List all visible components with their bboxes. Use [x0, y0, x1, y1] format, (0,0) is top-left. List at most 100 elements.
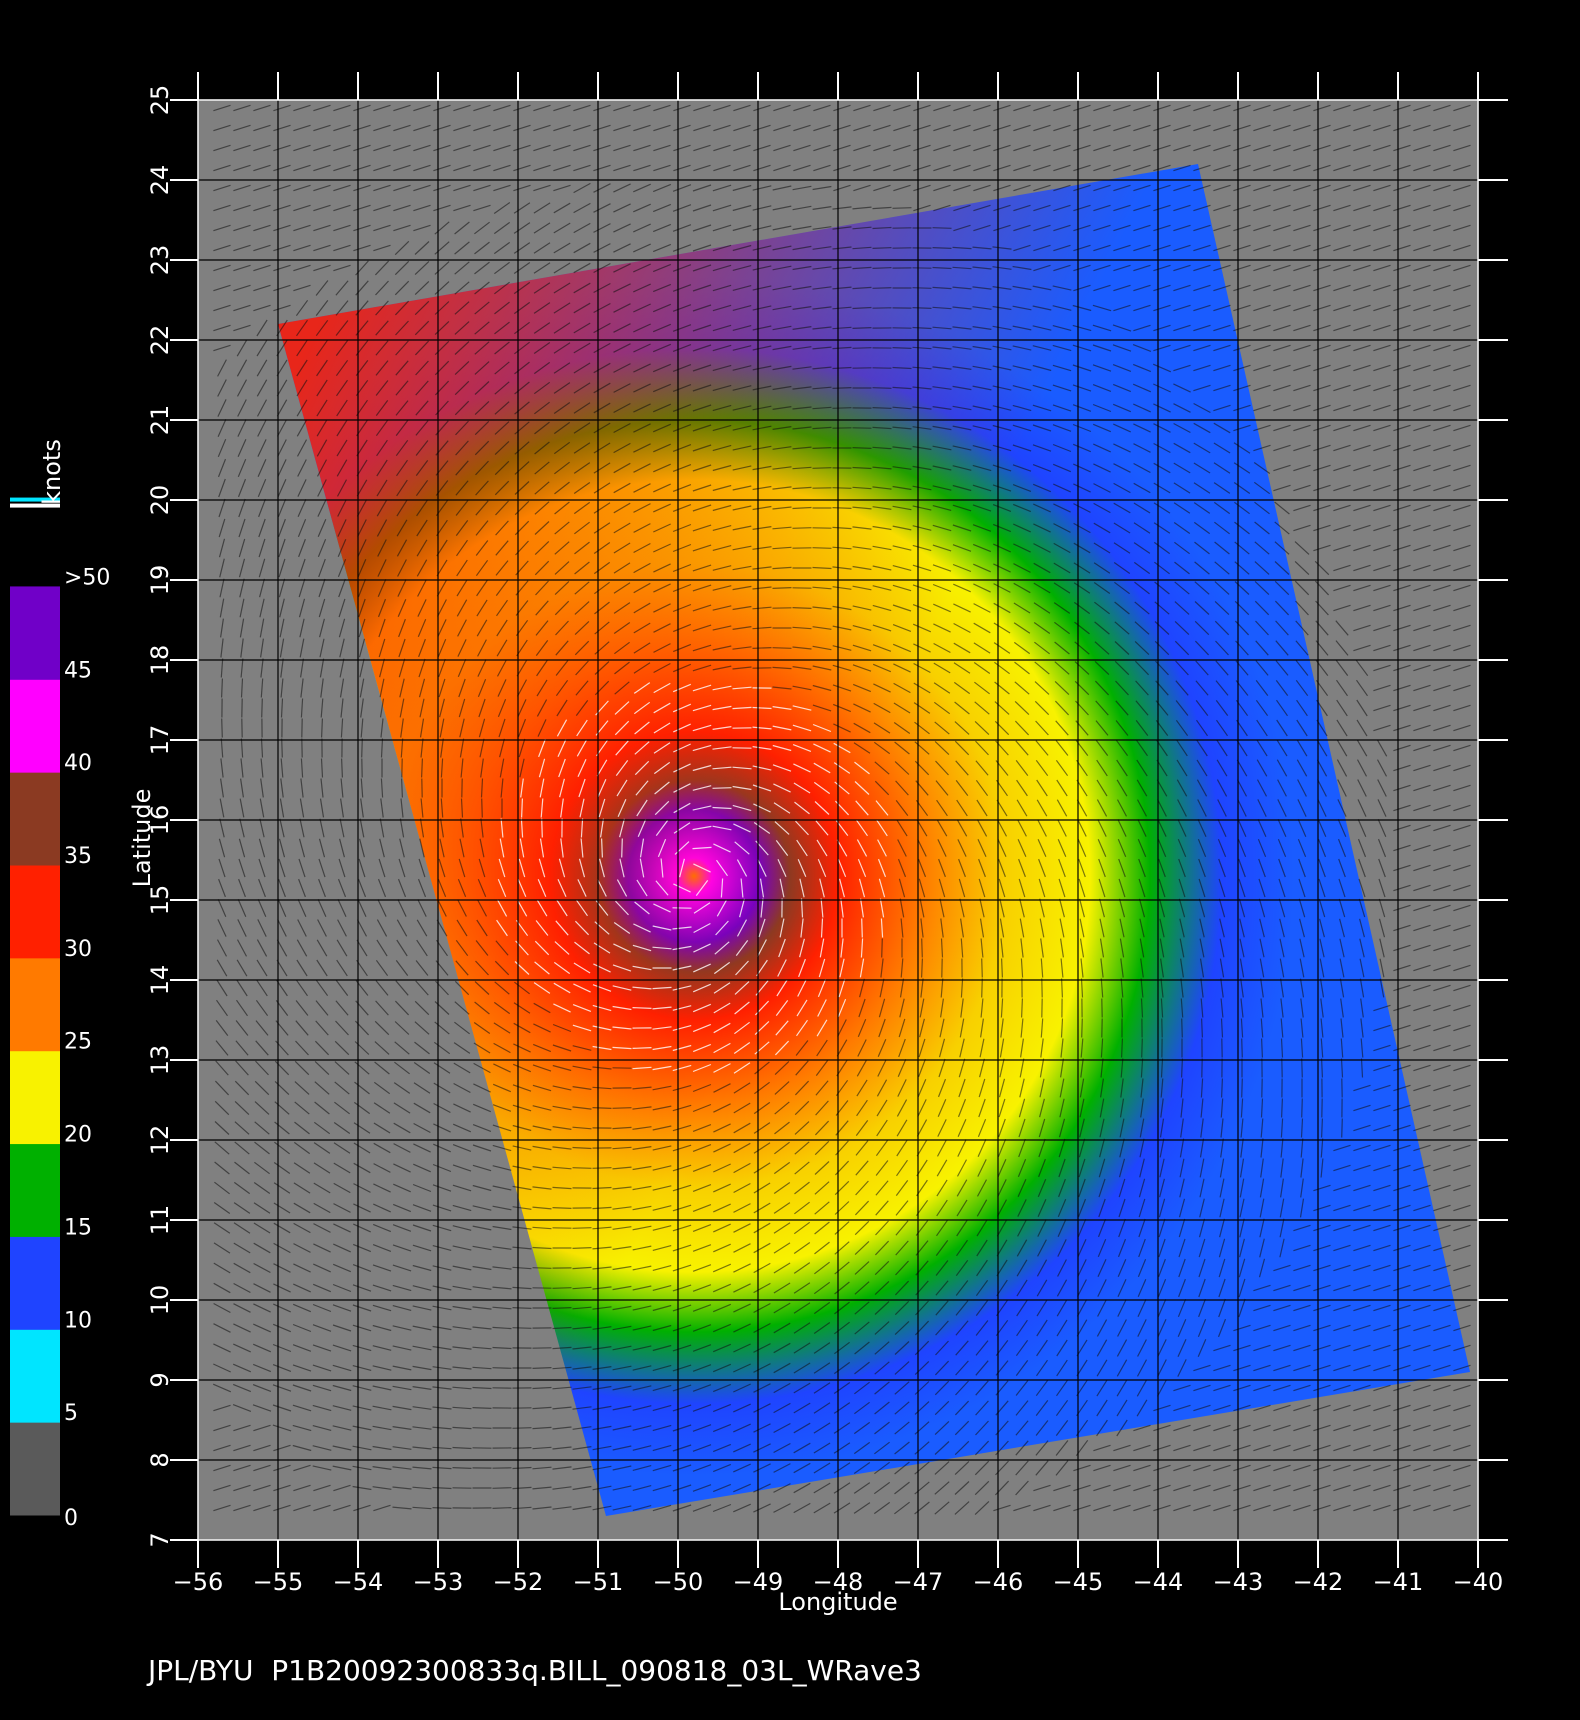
- wind-barb: [1094, 601, 1110, 615]
- wind-barb: [494, 361, 510, 375]
- wind-barb: [353, 1101, 371, 1115]
- wind-barb: [1037, 1199, 1047, 1217]
- wind-barb: [1433, 204, 1451, 212]
- wind-barb: [320, 778, 324, 798]
- wind-barb: [1254, 580, 1270, 596]
- wind-barb: [1138, 1218, 1146, 1238]
- wind-barb: [1453, 1144, 1471, 1152]
- wind-barb: [852, 506, 872, 510]
- wind-barb: [793, 1442, 811, 1454]
- wind-barb: [874, 761, 890, 775]
- wind-barb: [633, 263, 651, 273]
- wind-barb: [999, 1058, 1005, 1078]
- wind-barb: [753, 1282, 771, 1294]
- wind-barb: [240, 738, 244, 758]
- wind-barb: [934, 1360, 950, 1376]
- colorbar-band: [10, 865, 60, 959]
- wind-barb: [315, 280, 329, 296]
- wind-barb: [1353, 364, 1371, 372]
- wind-barb: [417, 618, 427, 638]
- wind-barb: [315, 300, 329, 316]
- wind-barb: [1113, 522, 1131, 534]
- wind-barb: [393, 224, 411, 232]
- wind-barb: [1175, 680, 1189, 696]
- wind-barb: [1014, 681, 1030, 695]
- wind-barb: [553, 342, 571, 354]
- wind-barb: [1321, 1118, 1323, 1138]
- wind-barb: [1054, 621, 1070, 635]
- wind-barb: [1333, 564, 1351, 572]
- wind-barb: [1215, 700, 1229, 716]
- wind-barb: [1433, 1324, 1451, 1332]
- wind-barb: [993, 622, 1011, 634]
- wind-barb: [433, 1102, 451, 1114]
- wind-barb: [1133, 443, 1151, 453]
- wind-barb: [234, 1080, 250, 1096]
- wind-barb: [236, 939, 248, 957]
- wind-barb: [573, 322, 591, 334]
- wind-barb: [457, 658, 467, 678]
- wind-barb: [1216, 719, 1228, 737]
- wind-barb: [1273, 1384, 1291, 1392]
- wind-barb: [792, 205, 812, 211]
- wind-barb: [558, 858, 566, 878]
- wind-barb: [292, 1444, 312, 1452]
- wind-barb: [958, 1078, 966, 1098]
- wind-barb: [893, 702, 911, 714]
- wind-barb: [1094, 680, 1110, 696]
- wind-barb: [612, 1046, 632, 1050]
- wind-barb: [613, 462, 631, 474]
- wind-barb: [1293, 444, 1311, 452]
- wind-barb: [813, 1382, 831, 1394]
- wind-barb: [395, 360, 409, 376]
- wind-barb: [572, 1227, 592, 1229]
- wind-barb: [996, 1239, 1008, 1257]
- wind-barb: [1175, 660, 1189, 676]
- wind-barb: [1138, 1198, 1146, 1218]
- wind-barb: [393, 144, 411, 152]
- x-tick-label: −51: [573, 1568, 624, 1596]
- wind-barb: [412, 1325, 432, 1331]
- wind-barb: [352, 1304, 372, 1312]
- wind-barb: [1313, 324, 1331, 332]
- wind-barb: [454, 301, 470, 315]
- wind-barb: [454, 221, 470, 235]
- wind-barb: [1136, 1359, 1148, 1377]
- wind-barb: [872, 585, 892, 591]
- wind-barb: [1453, 924, 1471, 932]
- wind-barb: [459, 738, 465, 758]
- wind-barb: [652, 263, 672, 273]
- wind-barb: [692, 1224, 712, 1232]
- wind-barb: [1413, 244, 1431, 252]
- wind-barb: [1012, 345, 1032, 351]
- wind-barb: [352, 1425, 372, 1431]
- wind-barb: [238, 858, 246, 878]
- wind-barb: [713, 1042, 731, 1054]
- wind-barb: [1213, 462, 1231, 474]
- wind-barb: [978, 858, 986, 878]
- wind-barb: [774, 1081, 790, 1095]
- wind-barb: [533, 982, 551, 994]
- wind-barb: [652, 1344, 672, 1352]
- wind-barb: [520, 778, 524, 798]
- wind-barb: [1096, 779, 1108, 797]
- wind-barb: [1254, 501, 1270, 515]
- wind-barb: [754, 1061, 770, 1075]
- wind-barb: [573, 402, 591, 414]
- wind-barb: [532, 1406, 552, 1410]
- wind-barb: [274, 1141, 290, 1155]
- wind-barb: [393, 1082, 411, 1094]
- wind-barb: [672, 643, 692, 653]
- wind-barb: [257, 919, 267, 937]
- wind-barb: [712, 746, 732, 750]
- wind-barb: [376, 919, 388, 937]
- wind-barb: [1193, 1424, 1211, 1432]
- wind-barb: [1313, 1264, 1331, 1272]
- wind-barb: [493, 184, 511, 192]
- wind-barb: [1338, 878, 1346, 898]
- wind-barb: [1433, 824, 1451, 832]
- wind-barb: [1093, 1504, 1111, 1512]
- wind-barb: [593, 144, 611, 152]
- wind-barb: [392, 1244, 412, 1252]
- wind-barb: [813, 104, 831, 112]
